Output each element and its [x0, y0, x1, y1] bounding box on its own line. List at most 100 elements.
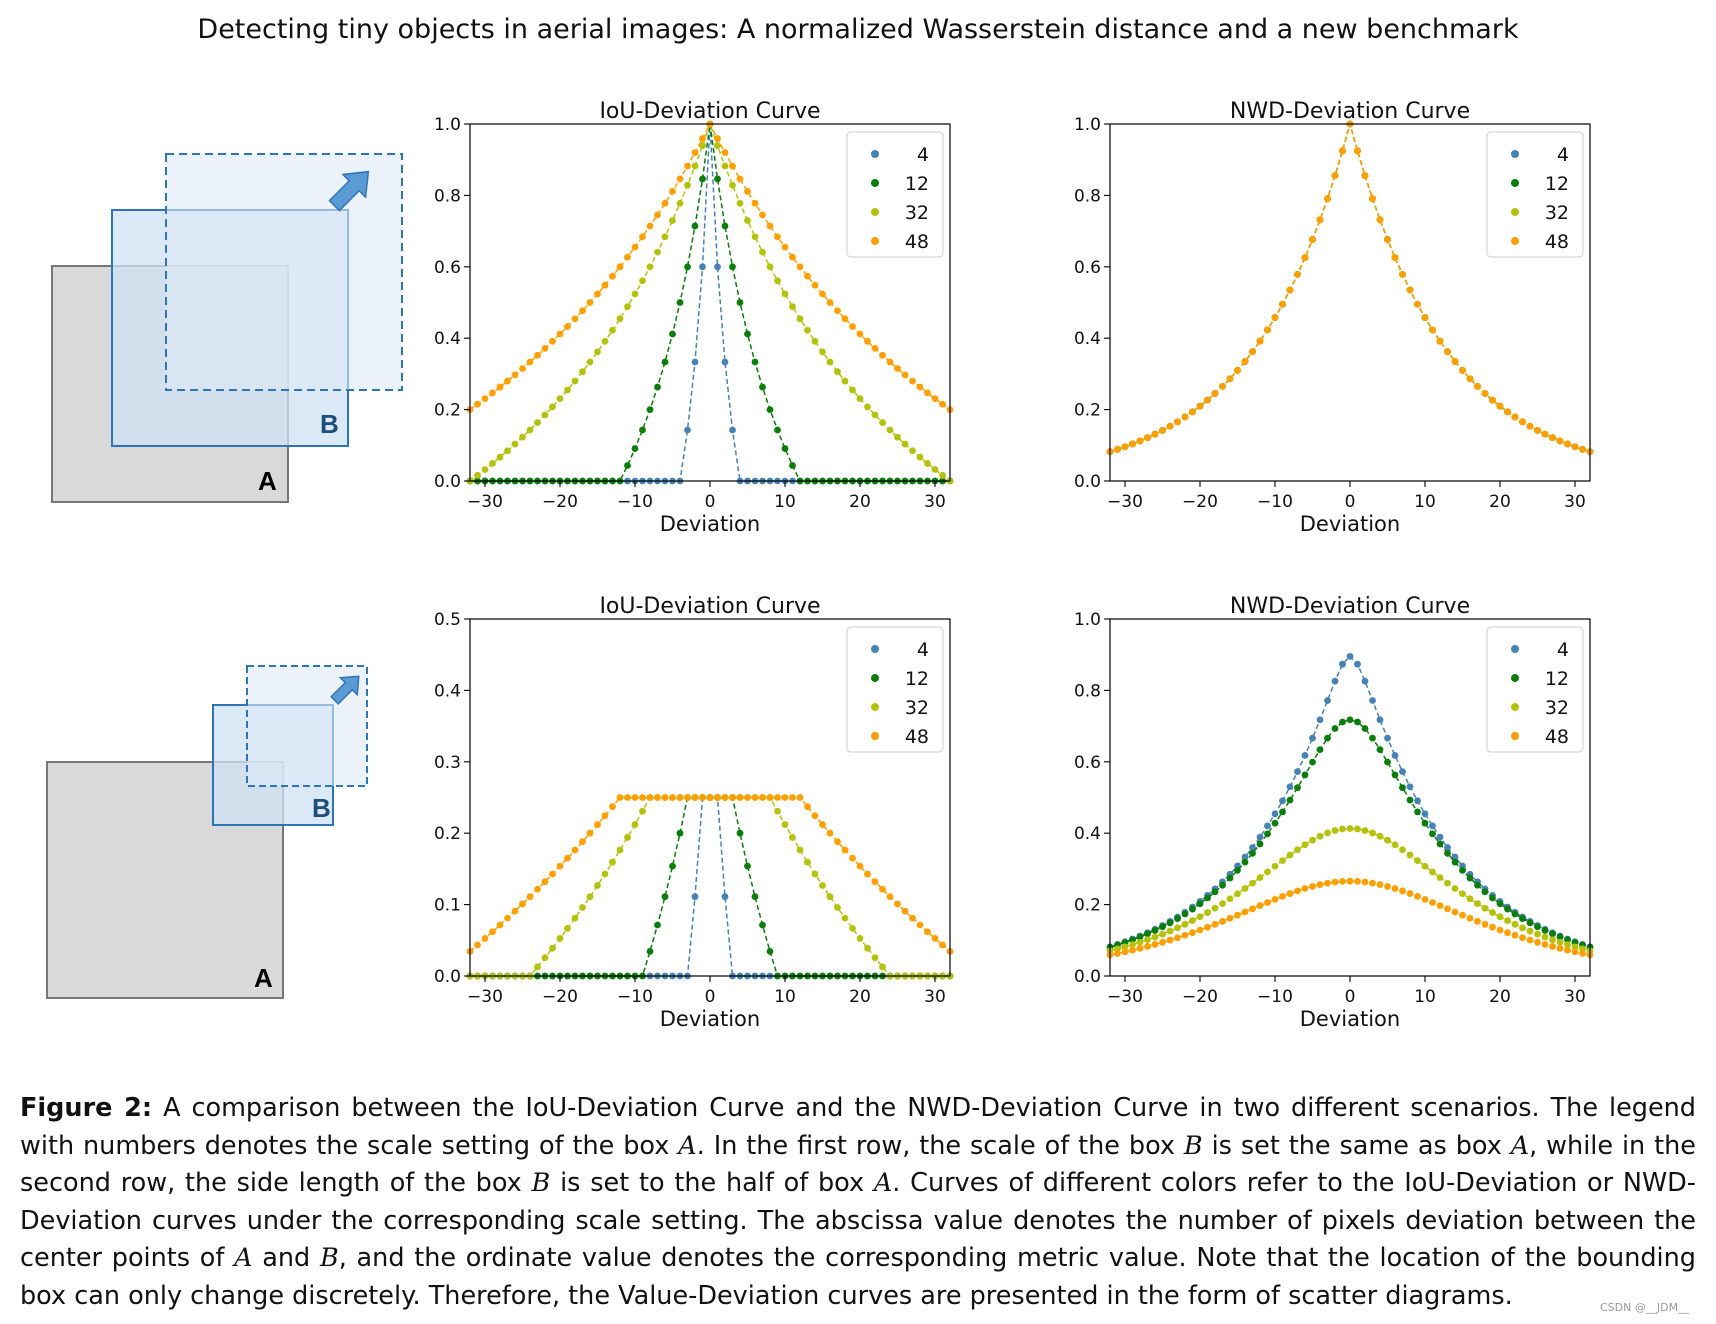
data-point-12	[1511, 910, 1519, 918]
data-point-12	[1241, 858, 1249, 866]
data-point-32	[1181, 920, 1189, 928]
caption-text: and	[252, 1243, 320, 1273]
data-point-12	[1324, 734, 1331, 742]
data-point-32	[579, 904, 586, 911]
data-point-12	[1219, 881, 1226, 889]
data-point-48	[661, 794, 669, 801]
data-point-32	[1264, 868, 1271, 876]
data-point-32	[549, 403, 556, 411]
data-point-48	[556, 330, 564, 338]
data-point-48	[1234, 367, 1241, 374]
data-point-48	[1294, 270, 1301, 278]
data-point-48	[519, 365, 526, 372]
data-point-32	[1219, 900, 1226, 907]
data-point-4	[1421, 810, 1429, 818]
data-point-12	[661, 893, 669, 901]
data-point-48	[826, 829, 834, 837]
y-tick-label: 0.4	[435, 329, 461, 349]
x-tick-label: −20	[542, 987, 578, 1007]
data-point-48	[639, 233, 646, 241]
data-point-12	[759, 921, 766, 929]
data-point-4	[1339, 660, 1346, 668]
data-point-32	[804, 326, 811, 334]
x-axis-label: Deviation	[1300, 1007, 1400, 1031]
y-tick-label: 0.2	[1075, 401, 1101, 421]
y-tick-label: 0.4	[1075, 824, 1101, 844]
data-point-48	[1429, 899, 1436, 906]
x-tick-label: −10	[617, 987, 653, 1007]
data-point-48	[1496, 402, 1504, 410]
data-point-32	[654, 248, 661, 256]
caption-text: is set to the half of box	[550, 1168, 874, 1198]
data-point-32	[571, 377, 579, 385]
data-point-48	[1534, 426, 1541, 434]
data-point-12	[1526, 919, 1534, 927]
data-point-32	[1361, 827, 1369, 834]
legend-label: 12	[1545, 668, 1569, 690]
data-point-48	[804, 803, 811, 811]
data-point-32	[1294, 846, 1301, 854]
data-point-32	[646, 263, 654, 271]
chart-title: NWD-Deviation Curve	[1230, 100, 1470, 124]
data-point-32	[1376, 832, 1384, 840]
data-point-12	[1474, 881, 1481, 889]
x-tick-label: −20	[1182, 492, 1218, 512]
data-point-4	[1391, 752, 1399, 759]
data-point-48	[1526, 936, 1534, 944]
data-point-48	[721, 149, 729, 156]
data-point-48	[1189, 929, 1196, 937]
legend-marker-12	[1511, 674, 1519, 682]
data-point-48	[1571, 948, 1579, 956]
data-point-12	[646, 947, 654, 955]
legend: 4 12 32 48	[1486, 131, 1584, 258]
label-b: B	[320, 409, 339, 439]
data-point-32	[1234, 890, 1241, 898]
x-tick-label: 20	[849, 492, 871, 512]
x-tick-label: −30	[467, 492, 503, 512]
data-point-48	[1174, 418, 1181, 426]
data-point-32	[1384, 836, 1391, 844]
data-point-12	[676, 299, 684, 306]
legend-marker-48	[1511, 237, 1519, 245]
data-point-32	[766, 263, 774, 271]
data-point-48	[759, 211, 766, 219]
data-point-32	[886, 426, 894, 434]
x-axis-label: Deviation	[1300, 512, 1400, 536]
data-point-32	[1286, 851, 1294, 859]
data-point-32	[1226, 895, 1234, 903]
data-point-32	[526, 426, 534, 434]
data-point-48	[571, 846, 579, 854]
x-tick-label: 0	[1345, 492, 1356, 512]
data-point-32	[849, 386, 856, 394]
data-point-32	[616, 315, 624, 323]
y-tick-label: 0.6	[1075, 258, 1101, 278]
data-point-48	[864, 870, 871, 878]
x-axis-label: Deviation	[660, 1007, 760, 1031]
data-point-4	[1286, 783, 1294, 791]
data-point-4	[1294, 768, 1301, 776]
x-tick-label: 30	[924, 492, 946, 512]
data-point-48	[1556, 437, 1564, 445]
caption-label: Figure 2:	[20, 1093, 153, 1123]
legend-label: 12	[905, 668, 929, 690]
data-point-4	[691, 358, 699, 366]
data-point-32	[1121, 943, 1129, 951]
data-point-12	[1361, 725, 1369, 732]
data-point-48	[676, 175, 684, 183]
y-tick-label: 0.0	[1075, 967, 1101, 987]
x-tick-label: 10	[774, 492, 796, 512]
data-point-32	[684, 181, 691, 189]
data-point-48	[496, 921, 504, 929]
caption-var-a: A	[678, 1130, 697, 1161]
x-tick-label: 20	[1489, 987, 1511, 1007]
data-point-48	[586, 829, 594, 837]
data-point-48	[796, 263, 804, 271]
legend-marker-4	[871, 150, 879, 158]
y-tick-label: 0.2	[1075, 896, 1101, 916]
data-point-4	[1361, 677, 1369, 685]
data-point-32	[631, 290, 639, 298]
data-point-48	[751, 199, 759, 207]
data-point-48	[1549, 434, 1556, 442]
x-tick-label: 30	[1564, 987, 1586, 1007]
data-point-48	[1391, 254, 1399, 261]
